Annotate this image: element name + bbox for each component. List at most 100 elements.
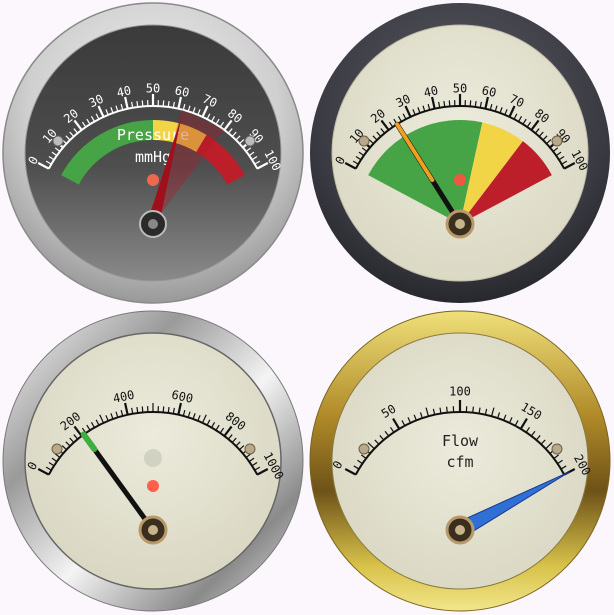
minor-tick [211,116,216,122]
range-1000-gauge: 0 200 400 600 800 1000 [0,308,307,615]
major-tick [392,418,401,430]
minor-tick [503,414,507,421]
tick-label: 60 [174,83,191,100]
minor-tick [187,411,191,418]
minor-tick [167,100,170,108]
minor-tick [432,408,436,415]
screw-left [52,135,64,147]
range-bands [61,120,245,185]
minor-tick [557,459,563,465]
major-tick [73,119,83,131]
minor-tick [448,100,451,107]
minor-tick [86,118,91,125]
minor-tick [494,105,498,112]
major-tick [344,161,357,170]
minor-tick [95,113,100,120]
minor-tick [248,151,255,157]
minor-tick [376,131,382,137]
tick-label: 600 [170,388,194,406]
major-tick [223,119,233,131]
minor-tick [69,437,75,443]
minor-tick [561,160,568,165]
major-tick [344,467,357,476]
minor-tick [560,465,567,470]
minor-tick [472,406,474,413]
needle [80,431,156,533]
minor-tick [187,105,191,112]
minor-tick [136,406,139,414]
major-tick [177,96,182,109]
major-tick [508,105,516,118]
minor-tick [182,104,186,111]
major-tick [37,161,50,170]
scale-arc [354,411,566,476]
minor-tick [120,104,124,111]
minor-tick [490,407,495,417]
minor-tick [438,101,441,108]
minor-tick [542,135,548,141]
minor-tick [172,407,175,414]
scale-ticks [344,400,576,476]
pressure-gauge: 0 10 20 30 40 50 60 70 80 90 100 Pressure mmHg [0,0,307,307]
minor-tick [513,113,518,120]
minor-tick [412,109,416,116]
tick-label: 40 [422,83,439,100]
minor-tick [136,100,139,108]
tick-label: 50 [146,82,160,96]
needle-hub-center [455,219,465,229]
dial-face [24,24,282,282]
tick-label: 80 [225,106,245,126]
minor-tick [251,462,258,467]
minor-tick [474,100,477,108]
minor-tick [361,147,368,152]
minor-tick [389,426,395,433]
minor-tick [131,407,134,414]
minor-tick [167,406,170,414]
minor-tick [254,466,261,471]
minor-tick [73,434,79,440]
tick-label: 400 [112,388,136,406]
minor-tick [115,411,119,418]
gauge-units: mmHg [135,148,171,166]
minor-tick [81,121,87,128]
major-tick [177,402,182,415]
minor-tick [478,407,481,414]
minor-tick [95,419,100,426]
minor-tick [407,417,412,424]
minor-tick [206,113,211,120]
minor-tick [397,116,402,122]
major-tick [73,425,83,437]
minor-tick [368,139,374,145]
minor-tick [245,147,252,152]
minor-tick [553,454,560,459]
major-tick [431,96,436,109]
range-band-2 [460,141,552,224]
minor-tick [552,147,559,152]
minor-tick [115,105,119,112]
minor-tick [446,406,448,413]
indicator-led [454,174,466,186]
needle [394,121,463,227]
minor-tick [110,413,114,420]
major-tick [97,105,105,118]
major-tick [519,418,528,430]
scale-ticks [37,94,269,170]
zones-gauge: 0 10 20 30 40 50 60 70 80 90 100 [307,0,614,307]
range-band-0 [61,120,154,185]
tick-label: 60 [481,83,498,100]
minor-tick [235,441,241,447]
minor-tick [141,406,144,413]
minor-tick [439,407,442,414]
screw-right [244,443,256,455]
minor-tick [518,116,523,122]
major-tick [201,105,209,118]
minor-tick [141,100,144,107]
minor-tick [54,453,61,458]
minor-tick [530,430,536,437]
minor-tick [540,439,546,445]
minor-tick [425,407,430,417]
